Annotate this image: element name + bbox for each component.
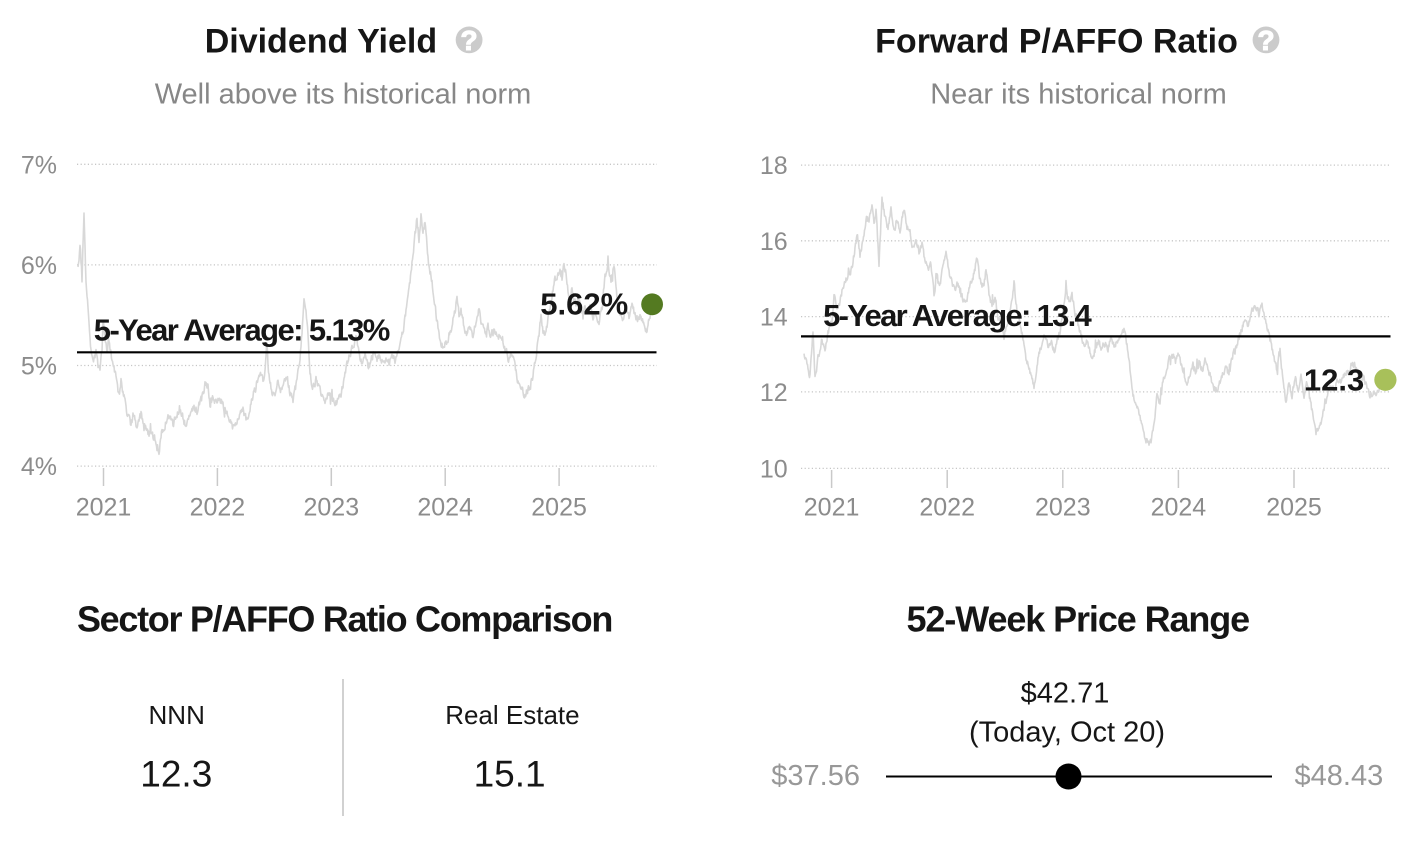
svg-text:12.3: 12.3 xyxy=(1304,363,1364,398)
svg-text:12: 12 xyxy=(760,379,788,407)
svg-text:Near its historical norm: Near its historical norm xyxy=(930,78,1227,110)
svg-text:7%: 7% xyxy=(21,151,57,179)
svg-text:14: 14 xyxy=(760,304,788,332)
svg-text:5.62%: 5.62% xyxy=(540,287,628,322)
svg-text:Real Estate: Real Estate xyxy=(445,700,579,730)
svg-text:?: ? xyxy=(461,25,478,56)
svg-text:18: 18 xyxy=(760,152,788,180)
svg-text:2021: 2021 xyxy=(76,493,132,521)
svg-text:4%: 4% xyxy=(21,453,57,481)
svg-text:Sector P/AFFO Ratio Comparison: Sector P/AFFO Ratio Comparison xyxy=(77,599,612,640)
svg-text:2023: 2023 xyxy=(303,493,359,521)
svg-text:5-Year Average: 13.4: 5-Year Average: 13.4 xyxy=(823,298,1092,333)
svg-text:Dividend Yield: Dividend Yield xyxy=(205,23,437,61)
svg-text:2024: 2024 xyxy=(1151,493,1207,521)
svg-text:5%: 5% xyxy=(21,353,57,381)
svg-text:2025: 2025 xyxy=(1266,493,1322,521)
svg-text:2021: 2021 xyxy=(804,493,860,521)
svg-text:15.1: 15.1 xyxy=(474,754,546,795)
svg-text:6%: 6% xyxy=(21,252,57,280)
svg-text:$42.71: $42.71 xyxy=(1021,678,1110,710)
svg-text:52-Week Price Range: 52-Week Price Range xyxy=(906,599,1249,640)
svg-text:2022: 2022 xyxy=(190,493,246,521)
svg-text:2023: 2023 xyxy=(1035,493,1091,521)
svg-text:10: 10 xyxy=(760,456,788,484)
svg-text:2024: 2024 xyxy=(417,493,473,521)
svg-text:NNN: NNN xyxy=(149,700,205,730)
svg-text:16: 16 xyxy=(760,228,788,256)
svg-text:$48.43: $48.43 xyxy=(1295,760,1384,792)
svg-text:(Today, Oct 20): (Today, Oct 20) xyxy=(969,717,1165,749)
svg-text:Well above its historical norm: Well above its historical norm xyxy=(155,78,532,110)
svg-text:?: ? xyxy=(1257,25,1274,56)
svg-text:5-Year Average: 5.13%: 5-Year Average: 5.13% xyxy=(94,312,390,347)
svg-text:Forward P/AFFO Ratio: Forward P/AFFO Ratio xyxy=(875,23,1238,61)
svg-text:2022: 2022 xyxy=(919,493,975,521)
svg-text:$37.56: $37.56 xyxy=(771,760,860,792)
svg-text:2025: 2025 xyxy=(531,493,587,521)
svg-text:12.3: 12.3 xyxy=(140,754,212,795)
